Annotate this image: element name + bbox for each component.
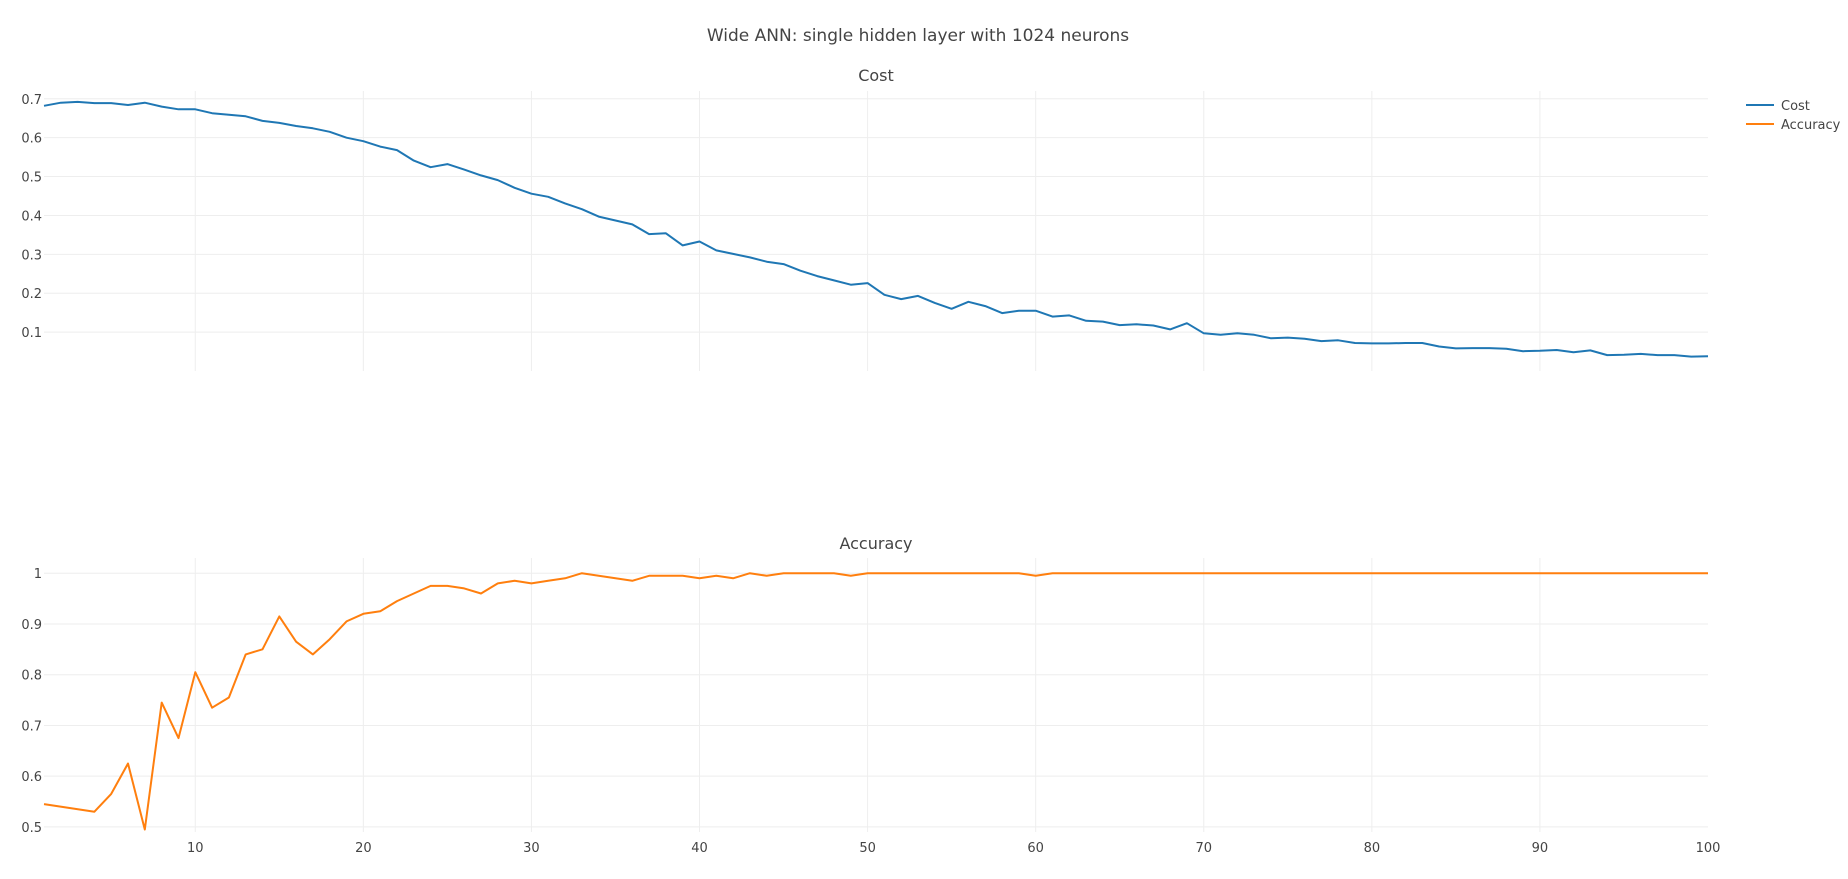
cost-line bbox=[43, 100, 1709, 358]
accuracy-y-tick-label: 0.6 bbox=[21, 770, 42, 785]
x-tick-label: 80 bbox=[1364, 841, 1381, 856]
x-tick-label: 20 bbox=[355, 841, 372, 856]
x-tick-label: 70 bbox=[1195, 841, 1212, 856]
accuracy-y-tick-label: 0.9 bbox=[21, 618, 42, 633]
accuracy-y-tick-label: 1 bbox=[34, 567, 42, 582]
x-tick-label: 90 bbox=[1532, 841, 1549, 856]
legend[interactable]: Cost Accuracy bbox=[1746, 99, 1841, 133]
x-tick-label: 60 bbox=[1027, 841, 1044, 856]
cost-y-tick-label: 0.4 bbox=[21, 209, 42, 224]
cost-y-tick-label: 0.1 bbox=[21, 326, 42, 341]
x-tick-label: 100 bbox=[1696, 841, 1721, 856]
legend-item-accuracy[interactable]: Accuracy bbox=[1746, 118, 1841, 133]
chart-title: Wide ANN: single hidden layer with 1024 … bbox=[707, 26, 1129, 46]
x-tick-label: 40 bbox=[691, 841, 708, 856]
legend-label-cost: Cost bbox=[1781, 99, 1810, 114]
cost-grid bbox=[44, 91, 1708, 371]
cost-y-axis: 0.1 0.2 0.3 0.4 0.5 0.6 0.7 bbox=[21, 93, 42, 341]
accuracy-line bbox=[43, 572, 1708, 831]
accuracy-grid bbox=[44, 558, 1708, 832]
cost-y-tick-label: 0.6 bbox=[21, 132, 42, 147]
cost-subplot: Cost 0.1 0.2 0.3 0.4 0.5 0.6 0.7 bbox=[21, 66, 1709, 371]
cost-y-tick-label: 0.7 bbox=[21, 93, 42, 108]
legend-label-accuracy: Accuracy bbox=[1781, 118, 1841, 133]
cost-y-tick-label: 0.3 bbox=[21, 248, 42, 263]
cost-y-tick-label: 0.5 bbox=[21, 171, 42, 186]
cost-subplot-title: Cost bbox=[858, 66, 894, 85]
x-axis: 10 20 30 40 50 60 70 80 90 100 bbox=[187, 841, 1720, 856]
x-tick-label: 30 bbox=[523, 841, 540, 856]
cost-y-tick-label: 0.2 bbox=[21, 287, 42, 302]
accuracy-subplot: Accuracy 0.5 0.6 0.7 0.8 0.9 1 10 20 30 40 50 60 70… bbox=[21, 534, 1720, 856]
accuracy-subplot-title: Accuracy bbox=[839, 534, 912, 553]
accuracy-y-tick-label: 0.7 bbox=[21, 719, 42, 734]
accuracy-y-axis: 0.5 0.6 0.7 0.8 0.9 1 bbox=[21, 567, 42, 836]
accuracy-y-tick-label: 0.8 bbox=[21, 669, 42, 684]
accuracy-series bbox=[43, 572, 1708, 831]
legend-item-cost[interactable]: Cost bbox=[1746, 99, 1810, 114]
accuracy-y-tick-label: 0.5 bbox=[21, 821, 42, 836]
x-tick-label: 10 bbox=[187, 841, 204, 856]
cost-series bbox=[43, 100, 1709, 358]
x-tick-label: 50 bbox=[859, 841, 876, 856]
